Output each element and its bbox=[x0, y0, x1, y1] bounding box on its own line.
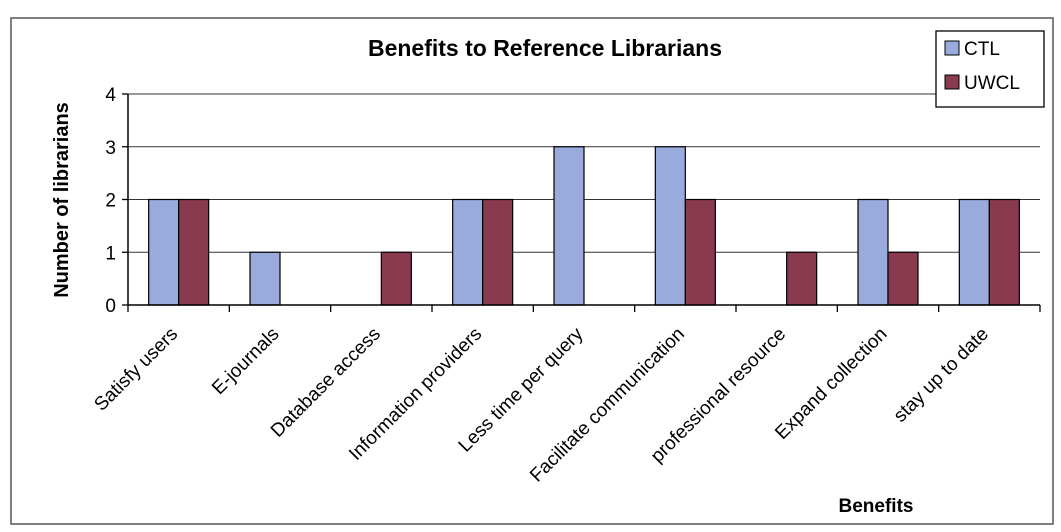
y-tick-label: 0 bbox=[105, 296, 116, 317]
legend: CTL UWCL bbox=[935, 30, 1045, 108]
legend-swatch-ctl bbox=[944, 40, 960, 56]
y-tick-label: 4 bbox=[105, 85, 116, 106]
bar-uwcl-7 bbox=[786, 251, 818, 306]
bar-ctl-8 bbox=[857, 198, 889, 306]
y-tick-label: 2 bbox=[105, 191, 116, 212]
bar-ctl-4 bbox=[452, 198, 484, 306]
bar-ctl-6 bbox=[654, 146, 686, 306]
chart-title: Benefits to Reference Librarians bbox=[368, 35, 722, 61]
bar-uwcl-4 bbox=[482, 198, 514, 306]
legend-label-uwcl: UWCL bbox=[964, 73, 1020, 94]
y-tick-label: 3 bbox=[105, 138, 116, 159]
bar-uwcl-1 bbox=[178, 198, 210, 306]
bar-uwcl-3 bbox=[380, 251, 412, 306]
bar-ctl-1 bbox=[148, 198, 180, 306]
bar-uwcl-9 bbox=[988, 198, 1020, 306]
y-tick-label: 1 bbox=[105, 243, 116, 264]
bar-ctl-5 bbox=[553, 146, 585, 306]
bar-uwcl-6 bbox=[684, 198, 716, 306]
bar-ctl-9 bbox=[958, 198, 990, 306]
x-axis-label: Benefits bbox=[839, 496, 914, 517]
y-axis-label: Number of librarians bbox=[51, 102, 73, 298]
bar-uwcl-8 bbox=[887, 251, 919, 306]
legend-label-ctl: CTL bbox=[964, 39, 1000, 60]
legend-swatch-uwcl bbox=[944, 74, 960, 90]
bar-ctl-2 bbox=[249, 251, 281, 306]
